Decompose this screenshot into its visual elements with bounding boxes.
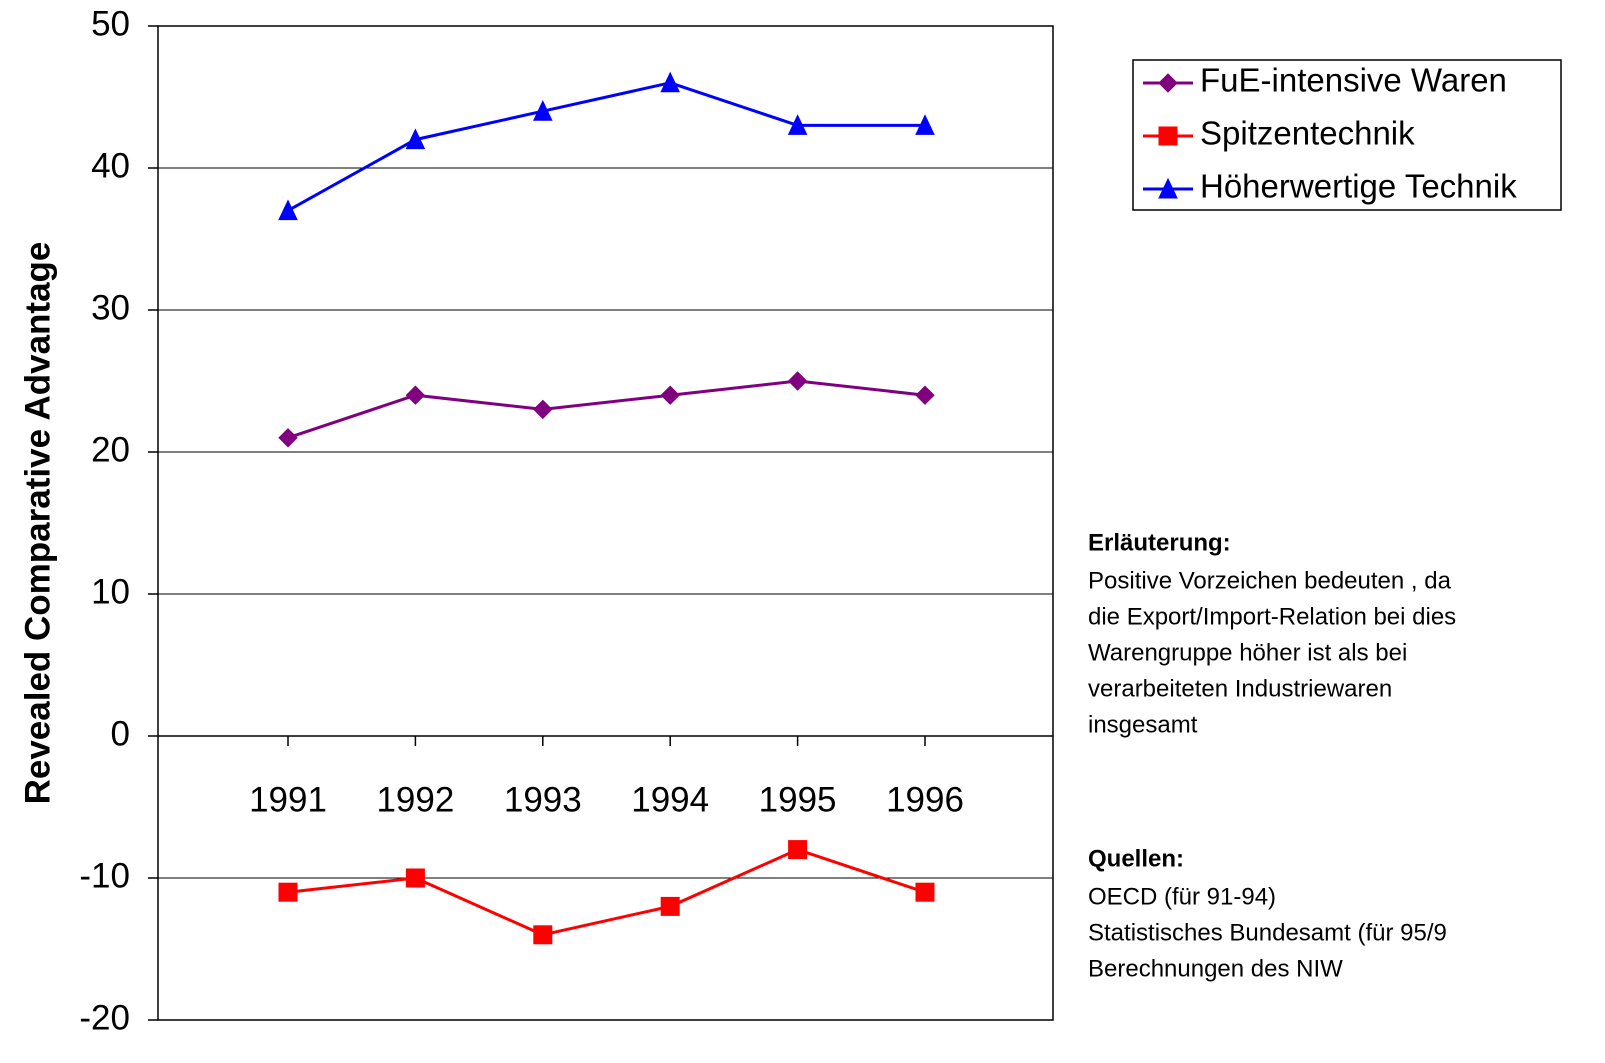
y-tick-label: 50: [91, 4, 130, 43]
note-line: Positive Vorzeichen bedeuten , da: [1088, 567, 1452, 594]
legend-label: FuE-intensive Waren: [1200, 62, 1507, 99]
marker: [278, 428, 298, 448]
marker: [1158, 177, 1178, 199]
marker: [405, 868, 425, 888]
x-tick-label: 1993: [504, 780, 582, 819]
note-line: OECD (für 91-94): [1088, 883, 1276, 910]
legend-label: Höherwertige Technik: [1200, 168, 1517, 205]
notes: Erläuterung: Positive Vorzeichen bedeuten…: [1088, 529, 1456, 982]
marker: [788, 840, 808, 860]
x-tick-label: 1995: [759, 780, 837, 819]
plot-border: [157, 25, 1054, 1021]
marker: [405, 385, 426, 405]
marker: [278, 199, 298, 221]
marker: [1158, 73, 1178, 93]
note-heading: Quellen:: [1088, 845, 1184, 872]
series-line: [287, 847, 926, 937]
y-axis-label: Revealed Comparative Advantage: [18, 242, 57, 805]
legend: FuE-intensive Waren Spitzentechnik Höherwe…: [1143, 62, 1517, 205]
marker: [787, 371, 808, 391]
note-line: verarbeiteten Industriewaren: [1088, 675, 1392, 702]
y-tick-label: -20: [79, 998, 130, 1037]
marker: [278, 882, 298, 902]
note-line: die Export/Import-Relation bei dies: [1088, 603, 1456, 630]
marker: [915, 385, 935, 405]
y-tick-label: 0: [111, 714, 130, 753]
legend-box: [1132, 59, 1562, 211]
series-line: [287, 81, 925, 212]
y-tick-label: 20: [91, 430, 130, 469]
x-tick-label: 1991: [249, 780, 327, 819]
x-tick-label: 1996: [886, 780, 964, 819]
x-tick-label: 1992: [376, 780, 454, 819]
marker: [787, 114, 808, 135]
marker: [660, 896, 680, 916]
y-tick-label: 10: [91, 572, 130, 611]
marker: [533, 399, 553, 420]
note-line: Statistisches Bundesamt (für 95/9: [1088, 919, 1447, 946]
marker: [660, 385, 680, 405]
marker: [533, 100, 553, 121]
note-line: insgesamt: [1088, 711, 1198, 738]
marker: [660, 71, 680, 93]
note-heading: Erläuterung:: [1088, 529, 1231, 556]
note-line: Warengruppe höher ist als bei: [1088, 639, 1407, 666]
x-tick-label: 1994: [631, 780, 709, 819]
y-tick-label: -10: [79, 856, 130, 895]
y-tick-label: 30: [91, 288, 130, 327]
marker: [915, 114, 935, 135]
series-line: [287, 379, 926, 440]
note-line: Berechnungen des NIW: [1088, 955, 1343, 982]
y-tick-label: 40: [91, 146, 130, 185]
marker: [1158, 126, 1178, 146]
legend-label: Spitzentechnik: [1200, 115, 1415, 152]
marker: [405, 128, 426, 150]
marker: [915, 882, 935, 902]
marker: [533, 925, 553, 945]
